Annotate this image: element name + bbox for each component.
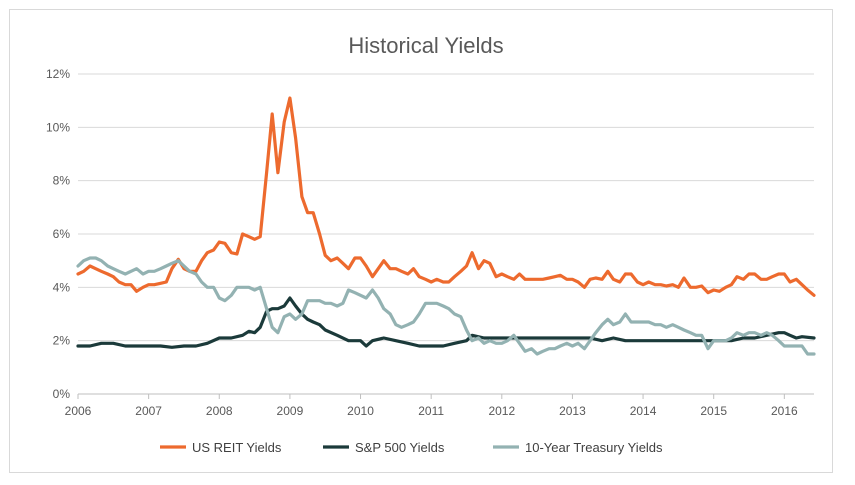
- x-tick-label: 2013: [559, 404, 586, 418]
- y-tick-label: 10%: [46, 120, 70, 134]
- x-axis: 2006 2007 2008 2009 2010 2011 2012 2013 2014 2015…: [65, 393, 814, 418]
- x-tick-label: 2010: [347, 404, 374, 418]
- legend-label-1: S&P 500 Yields: [355, 440, 445, 455]
- y-tick-label: 4%: [53, 280, 71, 294]
- x-tick-label: 2012: [488, 404, 515, 418]
- y-axis-ticks: 0% 2% 4% 6% 8% 10% 12%: [46, 67, 70, 401]
- legend-label-2: 10-Year Treasury Yields: [525, 440, 663, 455]
- y-tick-label: 12%: [46, 67, 70, 81]
- x-tick-label: 2015: [700, 404, 727, 418]
- series-line-2: [76, 256, 816, 356]
- series-line-0: [76, 96, 816, 297]
- chart-frame: Historical Yields 0% 2% 4% 6% 8% 10% 12% 2006 2…: [9, 9, 833, 473]
- x-tick-label: 2007: [135, 404, 162, 418]
- x-tick-label: 2016: [771, 404, 798, 418]
- y-tick-label: 0%: [53, 387, 71, 401]
- chart-canvas: Historical Yields 0%2%4%6%8%10%12% 2006 2…: [46, 33, 816, 455]
- legend-label-0: US REIT Yields: [192, 440, 282, 455]
- x-tick-label: 2008: [206, 404, 233, 418]
- y-tick-label: 6%: [53, 227, 71, 241]
- legend: US REIT Yields S&P 500 Yields 10-Year Trea…: [160, 440, 663, 455]
- y-tick-label: 8%: [53, 174, 71, 188]
- grid-lines: [78, 73, 814, 342]
- series-lines: [76, 96, 816, 356]
- series-line-1: [76, 296, 816, 349]
- chart-title: Historical Yields: [348, 33, 503, 58]
- x-tick-label: 2011: [418, 404, 444, 418]
- x-tick-label: 2014: [630, 404, 657, 418]
- x-tick-label: 2009: [277, 404, 304, 418]
- y-tick-label: 2%: [53, 334, 71, 348]
- x-tick-label: 2006: [65, 404, 92, 418]
